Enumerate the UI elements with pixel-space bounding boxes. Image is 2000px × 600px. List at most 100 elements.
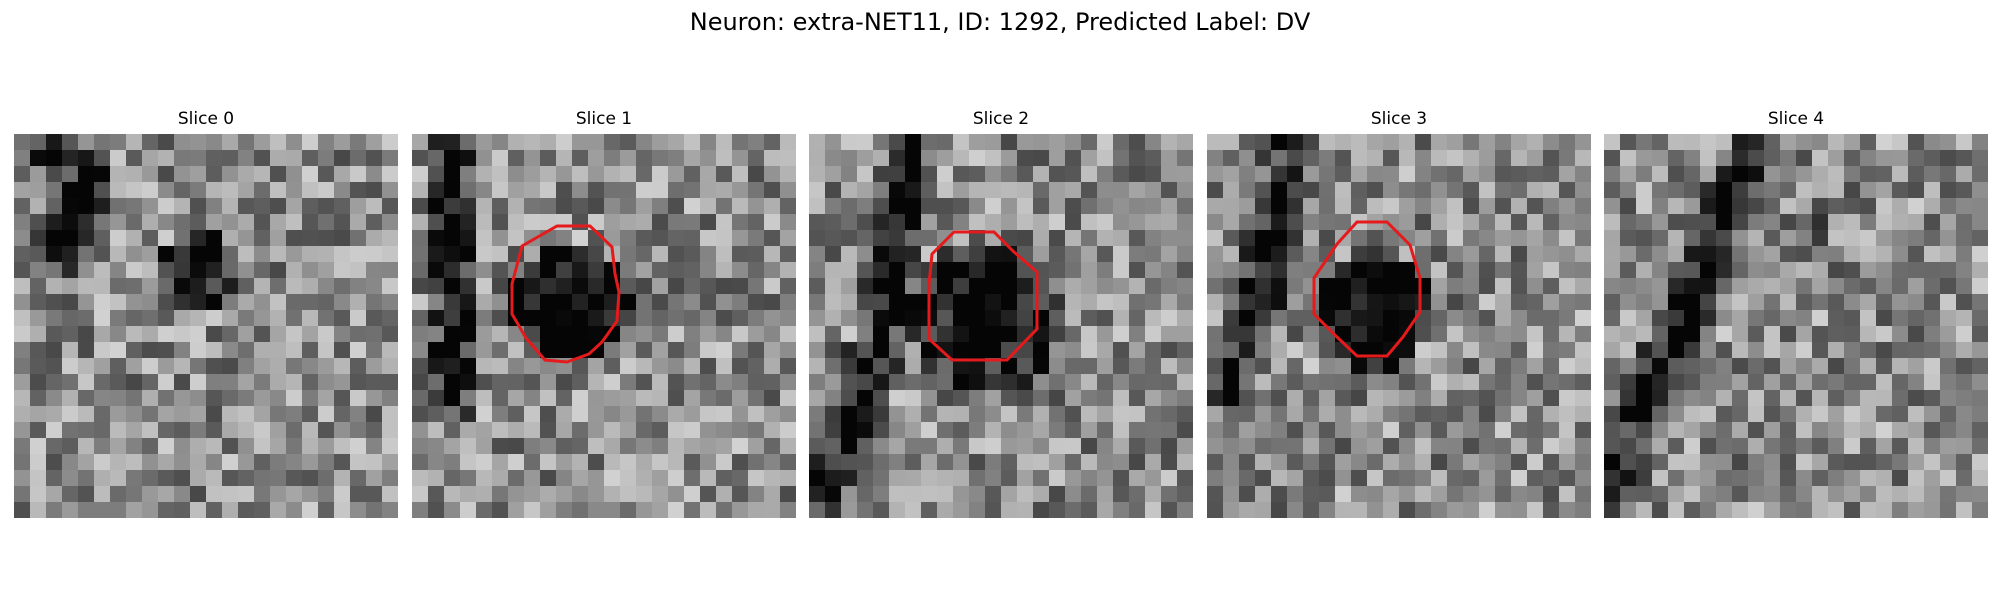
pixel: [1097, 502, 1114, 518]
pixel: [1319, 150, 1336, 167]
pixel: [524, 310, 541, 327]
pixel: [1065, 134, 1082, 151]
pixel: [302, 422, 319, 439]
pixel: [428, 214, 445, 231]
pixel: [1145, 150, 1162, 167]
pixel: [1652, 374, 1669, 391]
pixel: [476, 374, 493, 391]
pixel: [1716, 470, 1733, 487]
pixel: [1860, 374, 1877, 391]
pixel: [174, 326, 191, 343]
pixel: [14, 406, 31, 423]
pixel: [1668, 502, 1685, 518]
pixel: [1668, 342, 1685, 359]
pixel: [1145, 166, 1162, 183]
pixel: [46, 326, 63, 343]
pixel: [1543, 358, 1560, 375]
pixel: [732, 166, 749, 183]
pixel: [716, 470, 733, 487]
pixel: [62, 310, 79, 327]
pixel: [748, 294, 765, 311]
pixel: [1876, 422, 1893, 439]
pixel: [857, 310, 874, 327]
pixel: [1956, 486, 1973, 503]
pixel: [1495, 294, 1512, 311]
pixel: [1604, 182, 1621, 199]
pixel: [1924, 294, 1941, 311]
pixel: [1065, 166, 1082, 183]
pixel: [412, 390, 429, 407]
pixel: [1527, 502, 1544, 518]
pixel: [556, 374, 573, 391]
pixel: [556, 230, 573, 247]
pixel: [969, 182, 986, 199]
pixel: [1924, 422, 1941, 439]
pixel: [270, 502, 287, 518]
pixel: [889, 502, 906, 518]
pixel: [556, 438, 573, 455]
pixel: [1972, 406, 1988, 423]
pixel: [1017, 390, 1034, 407]
pixel: [1145, 422, 1162, 439]
pixel: [286, 438, 303, 455]
pixel: [524, 454, 541, 471]
pixel: [1145, 246, 1162, 263]
pixel: [825, 358, 842, 375]
pixel: [1271, 246, 1288, 263]
pixel: [1207, 310, 1224, 327]
pixel: [476, 342, 493, 359]
pixel: [78, 150, 95, 167]
pixel: [1924, 390, 1941, 407]
pixel: [174, 230, 191, 247]
pixel: [540, 422, 557, 439]
pixel: [1161, 422, 1178, 439]
pixel: [508, 406, 525, 423]
pixel: [1543, 422, 1560, 439]
slice-title-1: Slice 1: [575, 109, 633, 129]
pixel: [1383, 502, 1400, 518]
pixel: [174, 454, 191, 471]
pixel: [1223, 166, 1240, 183]
pixel: [1447, 182, 1464, 199]
pixel: [1177, 358, 1193, 375]
pixel: [1924, 358, 1941, 375]
pixel: [1271, 422, 1288, 439]
pixel: [110, 502, 127, 518]
pixel: [1495, 278, 1512, 295]
pixel: [492, 422, 509, 439]
pixel: [1604, 470, 1621, 487]
pixel: [1065, 326, 1082, 343]
pixel: [764, 214, 781, 231]
pixel: [1892, 246, 1909, 263]
pixel: [1113, 486, 1130, 503]
pixel: [809, 454, 826, 471]
pixel: [684, 486, 701, 503]
pixel: [254, 470, 271, 487]
pixel: [841, 310, 858, 327]
pixel: [1207, 214, 1224, 231]
pixel: [1207, 166, 1224, 183]
pixel: [1748, 390, 1765, 407]
pixel: [1145, 454, 1162, 471]
pixel: [588, 134, 605, 151]
pixel: [1129, 390, 1146, 407]
pixel: [524, 470, 541, 487]
pixel: [270, 214, 287, 231]
pixel: [780, 182, 796, 199]
pixel: [1716, 166, 1733, 183]
pixel: [1081, 166, 1098, 183]
pixel: [1113, 166, 1130, 183]
pixel: [1303, 406, 1320, 423]
pixel: [841, 374, 858, 391]
pixel: [1732, 342, 1749, 359]
pixel: [428, 294, 445, 311]
pixel: [1636, 390, 1653, 407]
pixel: [286, 422, 303, 439]
pixel: [126, 246, 143, 263]
pixel: [732, 182, 749, 199]
pixel: [1399, 438, 1416, 455]
pixel: [1908, 198, 1925, 215]
pixel: [238, 326, 255, 343]
pixel: [668, 502, 685, 518]
pixel: [1017, 198, 1034, 215]
